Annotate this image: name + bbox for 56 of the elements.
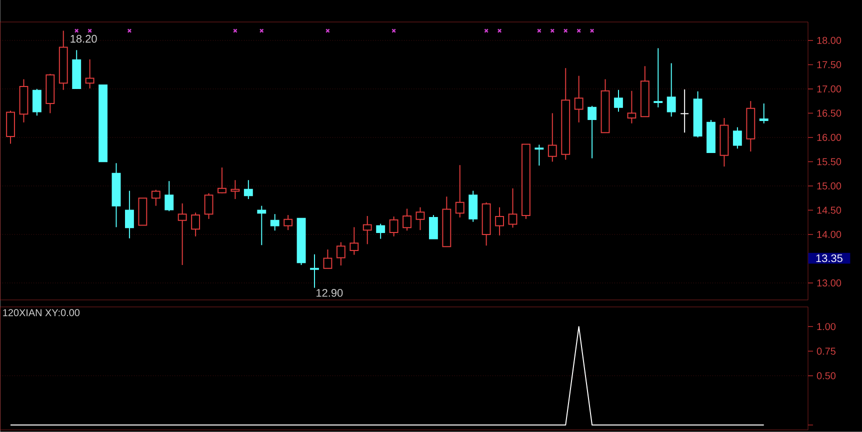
- candlestick: [218, 167, 226, 194]
- candlestick: [151, 189, 160, 206]
- y-tick-label: 17.50: [817, 61, 842, 68]
- candlestick: [284, 214, 293, 231]
- candlestick: [323, 249, 332, 269]
- candlestick: [270, 214, 280, 232]
- annotation: 12.90: [316, 289, 343, 297]
- candlestick: [362, 216, 372, 245]
- candlestick: [204, 192, 214, 220]
- y-tick-label: 15.00: [817, 182, 842, 190]
- chart-title: 120XIAN XY:0.00: [3, 309, 80, 316]
- candlestick: [376, 223, 386, 240]
- candlestick: [508, 188, 518, 228]
- candlestick: [759, 103, 768, 124]
- candlestick: [495, 206, 504, 236]
- y-tick-label: 13.00: [817, 279, 842, 287]
- candlestick: [191, 212, 200, 237]
- candlestick: [416, 206, 425, 231]
- candlestick: [336, 242, 346, 266]
- candlestick: [32, 88, 42, 116]
- y-tick-label: 0.75: [816, 348, 836, 355]
- candlestick: [402, 208, 412, 232]
- candlestick: [680, 88, 690, 134]
- y-tick-label: 1.00: [817, 323, 836, 330]
- candlestick: [548, 112, 557, 162]
- y-tick-label: 14.00: [817, 230, 842, 238]
- candlestick: [350, 226, 359, 256]
- candlestick: [588, 105, 597, 159]
- candlestick: [85, 58, 94, 89]
- text: 13.35: [816, 254, 842, 262]
- candlestick: [178, 202, 187, 266]
- y-tick-label: 14.50: [817, 206, 842, 214]
- candlestick: [455, 164, 464, 218]
- candlestick: [654, 48, 663, 108]
- candlestick: [428, 214, 438, 240]
- candlestick: [627, 90, 636, 124]
- candlestick: [230, 180, 240, 200]
- candlestick: [468, 190, 478, 222]
- y-tick-label: 0.50: [816, 372, 836, 380]
- y-tick-label: 17.00: [817, 85, 842, 92]
- candlestick: [732, 126, 742, 150]
- y-tick-label: 15.50: [817, 158, 842, 166]
- y-tick-label: 16.50: [817, 110, 842, 117]
- candlestick: [389, 216, 398, 237]
- y-tick-label: 18.00: [817, 36, 842, 44]
- candlestick: [164, 180, 174, 212]
- candlestick: [614, 89, 623, 112]
- annotation: 18.20: [70, 34, 97, 43]
- candlestick: [125, 190, 134, 239]
- candlestick: [257, 205, 266, 246]
- candlestick: [244, 180, 253, 200]
- candlestick: [534, 144, 544, 166]
- candlestick: [666, 62, 676, 118]
- candlestick: [574, 75, 584, 123]
- y-tick-label: 16.00: [817, 134, 842, 141]
- candlestick: [310, 254, 319, 288]
